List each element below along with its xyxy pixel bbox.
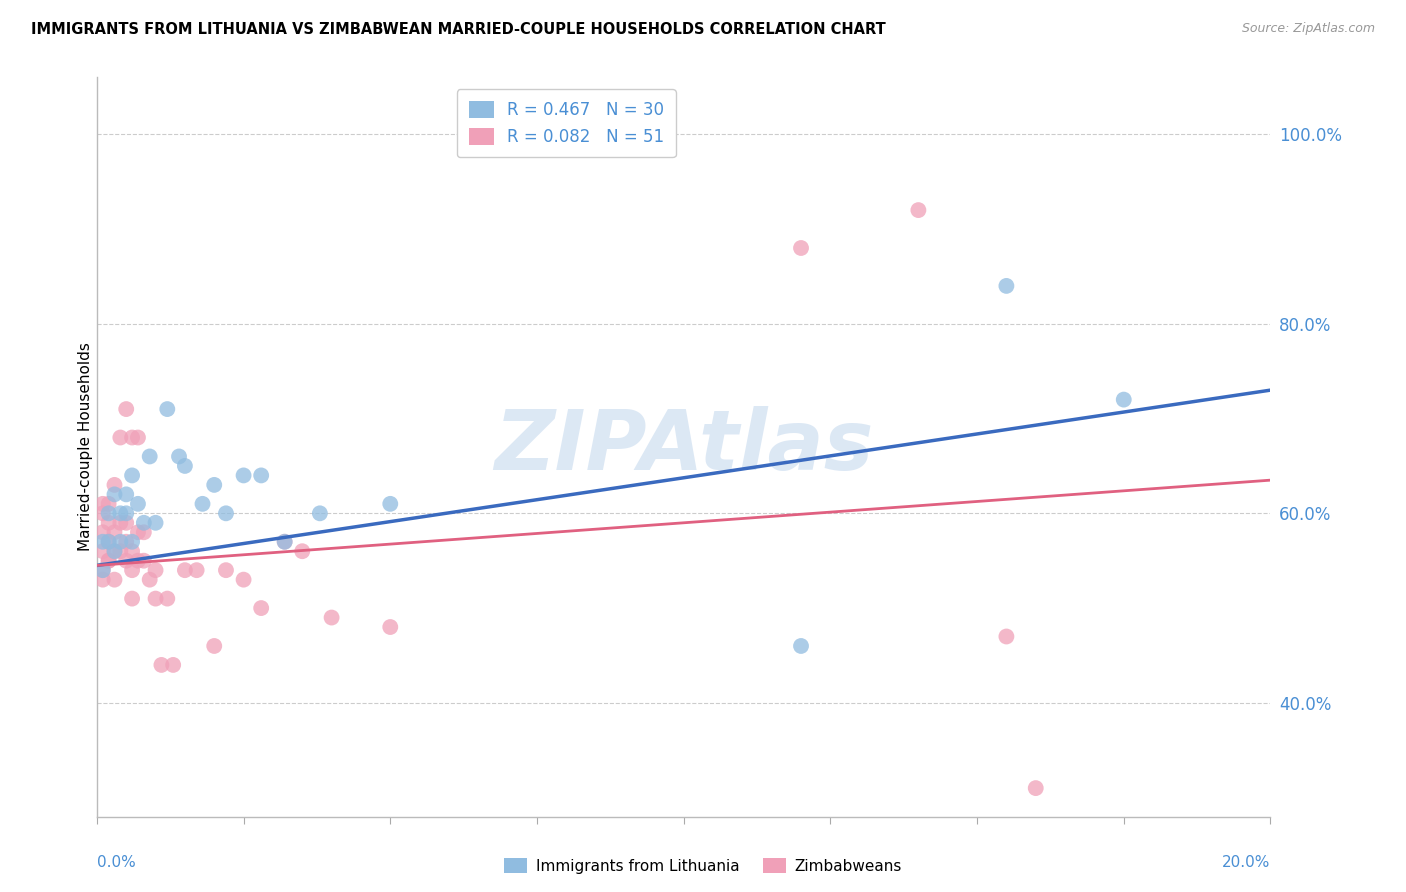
Point bbox=[110, 430, 132, 444]
Point bbox=[127, 497, 149, 511]
Point bbox=[127, 554, 149, 568]
Point bbox=[97, 534, 120, 549]
Point bbox=[97, 554, 120, 568]
Point bbox=[103, 525, 125, 540]
Point bbox=[115, 487, 138, 501]
Point bbox=[250, 601, 273, 615]
Point bbox=[103, 544, 125, 558]
Point bbox=[790, 639, 813, 653]
Point bbox=[103, 544, 125, 558]
Legend: R = 0.467   N = 30, R = 0.082   N = 51: R = 0.467 N = 30, R = 0.082 N = 51 bbox=[457, 89, 676, 158]
Point bbox=[995, 630, 1018, 644]
Point bbox=[110, 544, 132, 558]
Point bbox=[115, 534, 138, 549]
Point bbox=[121, 544, 143, 558]
Text: 20.0%: 20.0% bbox=[1222, 855, 1271, 870]
Text: IMMIGRANTS FROM LITHUANIA VS ZIMBABWEAN MARRIED-COUPLE HOUSEHOLDS CORRELATION CH: IMMIGRANTS FROM LITHUANIA VS ZIMBABWEAN … bbox=[31, 22, 886, 37]
Point bbox=[127, 430, 149, 444]
Point bbox=[115, 402, 138, 417]
Point bbox=[215, 506, 238, 520]
Point bbox=[138, 450, 160, 464]
Point bbox=[191, 497, 214, 511]
Point bbox=[145, 591, 167, 606]
Point bbox=[215, 563, 238, 577]
Point bbox=[97, 506, 120, 520]
Point bbox=[202, 639, 225, 653]
Point bbox=[91, 544, 114, 558]
Point bbox=[186, 563, 208, 577]
Point bbox=[380, 497, 402, 511]
Legend: Immigrants from Lithuania, Zimbabweans: Immigrants from Lithuania, Zimbabweans bbox=[498, 852, 908, 880]
Point bbox=[156, 591, 179, 606]
Point bbox=[202, 478, 225, 492]
Point bbox=[273, 534, 295, 549]
Point bbox=[321, 610, 343, 624]
Point bbox=[232, 573, 254, 587]
Point bbox=[103, 573, 125, 587]
Point bbox=[1112, 392, 1135, 407]
Point bbox=[232, 468, 254, 483]
Point bbox=[91, 573, 114, 587]
Text: 0.0%: 0.0% bbox=[97, 855, 135, 870]
Point bbox=[91, 525, 114, 540]
Point bbox=[145, 516, 167, 530]
Point bbox=[121, 534, 143, 549]
Text: Source: ZipAtlas.com: Source: ZipAtlas.com bbox=[1241, 22, 1375, 36]
Point bbox=[97, 534, 120, 549]
Point bbox=[138, 573, 160, 587]
Point bbox=[995, 279, 1018, 293]
Point bbox=[790, 241, 813, 255]
Point bbox=[121, 591, 143, 606]
Point bbox=[97, 516, 120, 530]
Text: ZIPAtlas: ZIPAtlas bbox=[494, 407, 873, 488]
Point bbox=[91, 563, 114, 577]
Point bbox=[145, 563, 167, 577]
Point bbox=[121, 468, 143, 483]
Point bbox=[250, 468, 273, 483]
Point bbox=[162, 657, 184, 672]
Point bbox=[174, 458, 197, 473]
Point bbox=[110, 534, 132, 549]
Point bbox=[174, 563, 197, 577]
Point bbox=[308, 506, 330, 520]
Point bbox=[167, 450, 190, 464]
Point bbox=[907, 203, 929, 218]
Point bbox=[110, 506, 132, 520]
Point bbox=[127, 525, 149, 540]
Point bbox=[110, 516, 132, 530]
Point bbox=[121, 563, 143, 577]
Point bbox=[115, 554, 138, 568]
Point bbox=[273, 534, 295, 549]
Point bbox=[97, 554, 120, 568]
Point bbox=[91, 506, 114, 520]
Point bbox=[97, 497, 120, 511]
Point bbox=[91, 534, 114, 549]
Point bbox=[103, 487, 125, 501]
Point bbox=[132, 554, 155, 568]
Point bbox=[132, 516, 155, 530]
Point bbox=[103, 478, 125, 492]
Point bbox=[156, 402, 179, 417]
Point bbox=[115, 516, 138, 530]
Point bbox=[132, 525, 155, 540]
Point bbox=[91, 497, 114, 511]
Y-axis label: Married-couple Households: Married-couple Households bbox=[79, 343, 93, 551]
Point bbox=[115, 506, 138, 520]
Point bbox=[291, 544, 314, 558]
Point bbox=[121, 430, 143, 444]
Point bbox=[91, 563, 114, 577]
Point bbox=[380, 620, 402, 634]
Point bbox=[150, 657, 173, 672]
Point bbox=[1025, 781, 1047, 796]
